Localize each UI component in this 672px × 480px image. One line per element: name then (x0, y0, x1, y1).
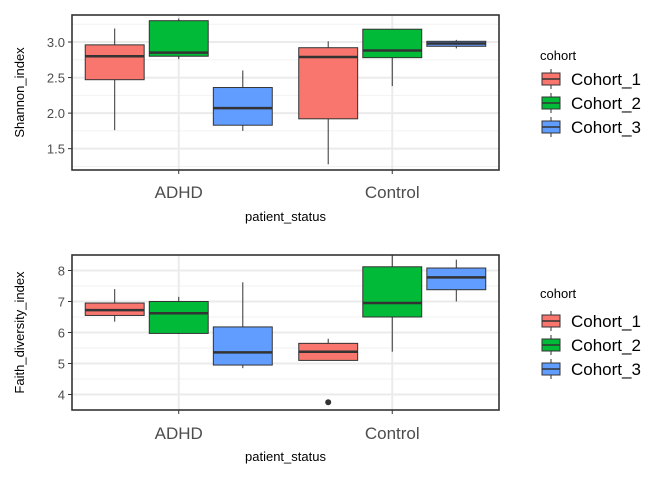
legend: cohort Cohort_1 Cohort_2 Cohort_3 (540, 48, 641, 137)
legend-item-cohort_3: Cohort_3 (541, 117, 641, 137)
legend-title: cohort (540, 286, 577, 301)
y-axis-title: Shannon_index (12, 47, 27, 138)
y-axis-title: Faith_diversity_index (12, 271, 27, 394)
box-body (362, 28, 423, 59)
panel-border (71, 14, 500, 171)
x-category-label: ADHD (155, 183, 203, 202)
legend-label: Cohort_1 (571, 312, 641, 331)
box-body (148, 20, 209, 57)
box-cohort_1-adhd (84, 28, 145, 131)
plot-background (72, 15, 499, 170)
x-category-label: Control (365, 183, 420, 202)
legend-label: Cohort_3 (571, 118, 641, 137)
x-category-label: Control (365, 424, 420, 443)
y-tick-label: 5 (58, 357, 65, 372)
box-body (84, 44, 145, 81)
faith-diversity-panel: 4 5 6 7 8 ADHD Control patient_status Faith_dive… (12, 254, 641, 464)
legend-item-cohort_2: Cohort_2 (541, 335, 641, 355)
x-axis-title: patient_status (245, 449, 326, 464)
box-cohort_2-control (362, 255, 423, 352)
box-cohort_2-adhd (148, 296, 209, 335)
legend-label: Cohort_3 (571, 360, 641, 379)
legend-label: Cohort_2 (571, 94, 641, 113)
y-tick-label: 3.0 (47, 35, 65, 50)
y-tick-label: 4 (58, 388, 65, 403)
box-body (148, 301, 209, 334)
legend-item-cohort_1: Cohort_1 (541, 311, 641, 331)
legend-title: cohort (540, 48, 577, 63)
box-cohort_1-control (298, 338, 359, 406)
y-tick-label: 8 (58, 264, 65, 279)
legend: cohort Cohort_1 Cohort_2 Cohort_3 (540, 286, 641, 379)
box-cohort_3-adhd (212, 282, 273, 369)
legend-label: Cohort_1 (571, 70, 641, 89)
x-axis-title: patient_status (245, 209, 326, 224)
box-cohort_3-control (426, 39, 487, 49)
y-tick-label: 7 (58, 295, 65, 310)
box-cohort_3-adhd (212, 70, 273, 131)
y-tick-label: 2.0 (47, 106, 65, 121)
x-category-label: ADHD (155, 424, 203, 443)
shannon-index-panel: 1.5 2.0 2.5 3.0 ADHD Control patient_status Sha… (12, 14, 641, 224)
y-tick-label: 6 (58, 326, 65, 341)
legend-item-cohort_1: Cohort_1 (541, 69, 641, 89)
legend-item-cohort_3: Cohort_3 (541, 359, 641, 379)
box-cohort_2-adhd (148, 18, 209, 60)
y-tick-label: 1.5 (47, 142, 65, 157)
box-body (426, 267, 487, 291)
legend-item-cohort_2: Cohort_2 (541, 93, 641, 113)
box-cohort_3-control (426, 259, 487, 302)
outlier-point (325, 399, 332, 406)
y-tick-label: 2.5 (47, 71, 65, 86)
box-body (212, 326, 273, 366)
box-cohort_1-adhd (84, 289, 145, 322)
legend-label: Cohort_2 (571, 336, 641, 355)
box-body (212, 87, 273, 126)
box-body (298, 47, 359, 120)
box-cohort_1-control (298, 41, 359, 165)
box-body (362, 266, 423, 318)
box-cohort_2-control (362, 28, 423, 87)
